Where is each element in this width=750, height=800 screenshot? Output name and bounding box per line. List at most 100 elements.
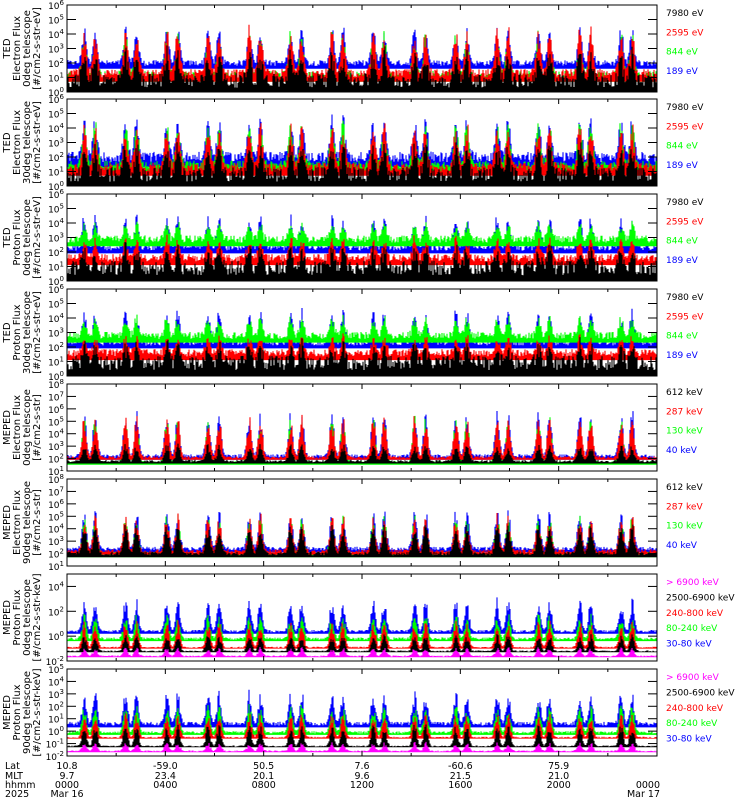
y-tick-label: 105 bbox=[48, 510, 64, 523]
footer-value: 0800 bbox=[252, 780, 276, 791]
series-844-ev bbox=[67, 314, 657, 343]
y-tick-label: 105 bbox=[48, 663, 64, 676]
y-axis-label: TED Electron Flux 0deg telescope [#/cm2-s-s… bbox=[2, 7, 43, 90]
y-tick-label: 107 bbox=[48, 390, 64, 403]
y-label-line: Electron Flux bbox=[12, 395, 23, 460]
y-label-line: MEPED bbox=[2, 695, 13, 730]
series-7980-ev bbox=[67, 242, 657, 281]
series-2595-ev bbox=[67, 24, 657, 82]
y-label-line: [#/cm2-s-str-eV] bbox=[32, 7, 43, 90]
y-tick-label: 103 bbox=[48, 327, 64, 340]
footer-row-label: hhmm bbox=[5, 780, 36, 791]
y-label-line: Electron Flux bbox=[12, 110, 23, 175]
y-tick-label: 100 bbox=[48, 275, 64, 288]
series-189-ev bbox=[67, 114, 657, 168]
y-label-line: MEPED bbox=[2, 600, 13, 635]
y-axis-label: TED Proton Flux 0deg telescope [#/cm2-s-str… bbox=[2, 196, 43, 279]
y-label-line: MEPED bbox=[2, 505, 13, 540]
y-axis-label: MEPED Electron Flux 0deg telescope [#/cm2-s… bbox=[2, 389, 43, 466]
y-tick-label: 102 bbox=[48, 246, 64, 259]
series-2500-6900-kev bbox=[67, 634, 657, 653]
y-tick-label: 105 bbox=[48, 108, 64, 121]
y-tick-label: 104 bbox=[48, 312, 64, 325]
legend-entry: 189 eV bbox=[666, 351, 699, 361]
legend-entry: 844 eV bbox=[666, 142, 699, 152]
y-label-line: 0deg telescope bbox=[22, 10, 33, 87]
legend-entry: 7980 eV bbox=[666, 293, 704, 303]
y-label-line: TED bbox=[2, 322, 13, 343]
legend-entry: > 6900 keV bbox=[666, 578, 720, 588]
y-tick-label: 10-1 bbox=[46, 738, 64, 751]
footer-value: 0000 bbox=[55, 780, 79, 791]
y-label-line: [#/cm2-s-str-keV] bbox=[32, 668, 43, 756]
y-label-line: Proton Flux bbox=[12, 209, 23, 265]
legend-entry: 80-240 keV bbox=[666, 624, 718, 634]
y-tick-label: 100 bbox=[48, 370, 64, 383]
y-label-line: 0deg telescope bbox=[22, 389, 33, 466]
x-axis-labels: Lat 10.8 -59.0 50.5 7.6 -60.6 75.9 MLT 9.7 23.4 20… bbox=[5, 761, 660, 800]
legend-entry: 40 keV bbox=[666, 541, 698, 551]
y-label-line: MEPED bbox=[2, 410, 13, 445]
y-tick-label: 106 bbox=[48, 188, 64, 201]
y-label-line: 30deg telescope bbox=[22, 101, 33, 184]
legend-entry: 30-80 keV bbox=[666, 640, 712, 650]
footer-value: 21.0 bbox=[548, 771, 569, 782]
y-label-line: 30deg telescope bbox=[22, 291, 33, 374]
y-tick-label: 103 bbox=[48, 688, 64, 701]
y-tick-label: 102 bbox=[48, 151, 64, 164]
series-240-800-kev bbox=[67, 620, 657, 649]
legend-entry: 612 keV bbox=[666, 483, 703, 493]
legend-entry: 287 keV bbox=[666, 407, 703, 417]
y-axis-label: MEPED Electron Flux 90deg telescope [#/cm2-… bbox=[2, 481, 43, 564]
y-label-line: [#/cm2-s-str-eV] bbox=[32, 291, 43, 374]
y-tick-label: 101 bbox=[48, 560, 64, 573]
legend-entry: 40 keV bbox=[666, 446, 698, 456]
legend-entry: 30-80 keV bbox=[666, 735, 712, 745]
series-612-kev bbox=[67, 443, 657, 464]
legend-entry: 7980 eV bbox=[666, 103, 704, 113]
y-tick-label: 106 bbox=[48, 0, 64, 12]
y-label-line: [#/cm2-s-str-eV] bbox=[32, 101, 43, 184]
y-label-line: [#/cm2-s-str-keV] bbox=[32, 573, 43, 661]
y-tick-label: 106 bbox=[48, 498, 64, 511]
y-tick-label: 105 bbox=[48, 298, 64, 311]
y-tick-label: 106 bbox=[48, 283, 64, 296]
series-844-ev bbox=[67, 221, 657, 247]
footer-value: -60.6 bbox=[448, 761, 473, 772]
y-tick-label: 101 bbox=[48, 72, 64, 85]
y-tick-label: 102 bbox=[48, 548, 64, 561]
legend-entry: 2595 eV bbox=[666, 122, 704, 132]
series-2500-6900-kev bbox=[67, 724, 657, 748]
footer-value: 0000 bbox=[636, 780, 660, 791]
y-label-line: 90deg telescope bbox=[22, 671, 33, 754]
legend-entry: 130 keV bbox=[666, 522, 703, 532]
y-tick-label: 102 bbox=[48, 605, 64, 618]
y-axis-label: MEPED Proton Flux 90deg telescope [#/cm2-s-… bbox=[2, 668, 43, 756]
y-tick-label: 105 bbox=[48, 415, 64, 428]
legend-entry: 2595 eV bbox=[666, 217, 704, 227]
y-tick-label: 101 bbox=[48, 713, 64, 726]
legend-entry: 189 eV bbox=[666, 161, 699, 171]
y-tick-label: 105 bbox=[48, 203, 64, 216]
y-tick-label: 102 bbox=[48, 341, 64, 354]
y-tick-label: 103 bbox=[48, 232, 64, 245]
footer-value: 1600 bbox=[448, 780, 472, 791]
y-tick-label: 104 bbox=[48, 28, 64, 41]
series-80-240-kev bbox=[67, 704, 657, 735]
footer-value: 1200 bbox=[350, 780, 374, 791]
footer-value: 9.7 bbox=[59, 771, 74, 782]
y-tick-label: 108 bbox=[48, 378, 64, 391]
legend-entry: 80-240 keV bbox=[666, 719, 718, 729]
legend-entry: 7980 eV bbox=[666, 9, 704, 19]
legend-entry: 2595 eV bbox=[666, 28, 704, 38]
footer-row-label: 2025 bbox=[5, 789, 29, 800]
y-tick-label: 104 bbox=[48, 428, 64, 441]
y-tick-label: 105 bbox=[48, 14, 64, 27]
legend-entry: 240-800 keV bbox=[666, 704, 724, 714]
footer-value: -59.0 bbox=[153, 761, 178, 772]
